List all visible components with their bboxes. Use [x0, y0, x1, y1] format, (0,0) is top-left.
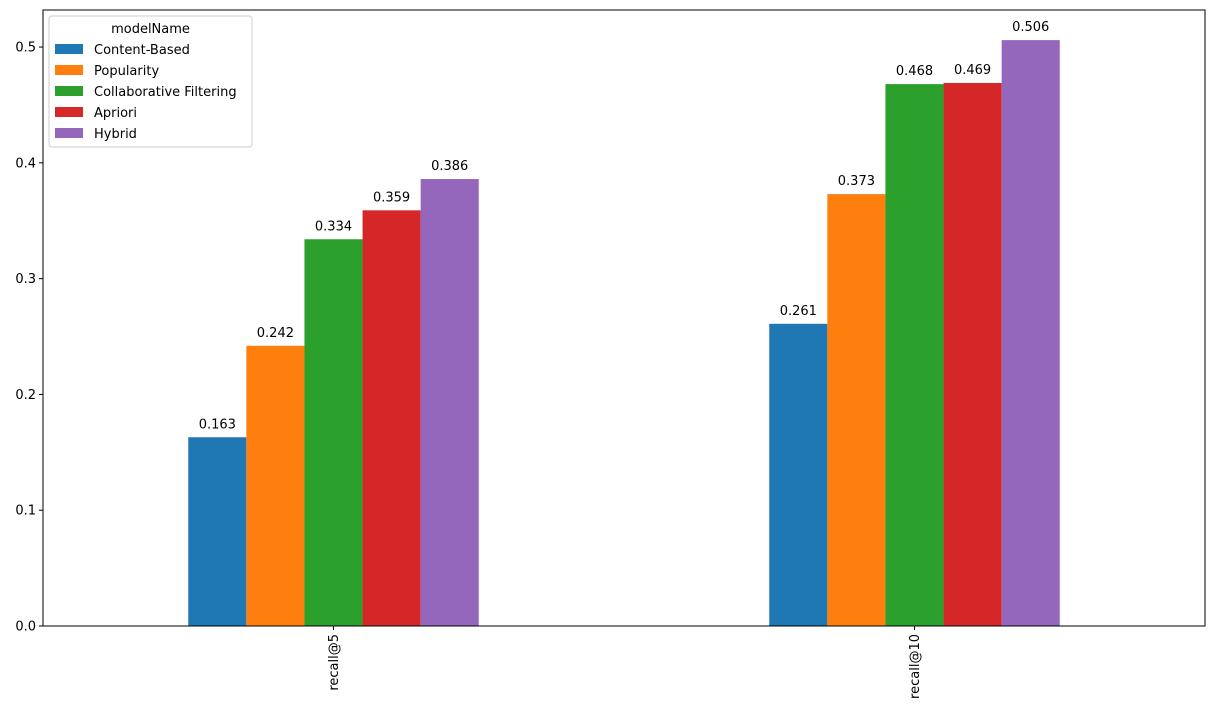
bar-popularity-0 — [246, 345, 305, 626]
plot-frame — [42, 9, 1206, 627]
bar-collaborative-filtering-0 — [304, 239, 363, 626]
bar-value-labels: 0.163 0.261 0.242 0.373 0.334 0.468 0.359 0.469… — [199, 20, 1050, 432]
bar-content-based-0 — [188, 437, 247, 626]
y-tick-label: 0.1 — [15, 504, 36, 519]
bar-value-label: 0.261 — [780, 304, 817, 319]
legend-title: modelName — [111, 22, 190, 37]
bar-apriori-0 — [362, 210, 421, 626]
bar-value-label: 0.359 — [373, 190, 410, 205]
legend-swatch — [55, 65, 83, 75]
y-tick-label: 0.3 — [15, 272, 36, 287]
y-tick-label: 0.5 — [15, 41, 36, 56]
bar-value-label: 0.373 — [838, 174, 875, 189]
bar-collaborative-filtering-1 — [885, 84, 944, 627]
legend: modelName Content-Based Popularity Collabo… — [48, 15, 253, 148]
bars — [188, 40, 1060, 627]
bar-value-label: 0.506 — [1012, 20, 1049, 35]
legend-swatch — [55, 128, 83, 138]
bar-value-label: 0.468 — [896, 64, 933, 79]
x-tick-label: recall@5 — [327, 634, 342, 691]
y-tick-label: 0.0 — [15, 620, 36, 635]
legend-label: Collaborative Filtering — [94, 85, 237, 100]
bar-value-label: 0.334 — [315, 219, 352, 234]
legend-items: Content-Based Popularity Collaborative Fil… — [55, 43, 237, 142]
bar-value-label: 0.386 — [431, 159, 468, 174]
legend-swatch — [55, 44, 83, 54]
bar-popularity-1 — [827, 194, 886, 627]
y-axis: 0.0 0.1 0.2 0.3 0.4 0.5 — [15, 41, 43, 635]
legend-box — [48, 15, 253, 148]
legend-label: Content-Based — [94, 43, 190, 58]
bar-apriori-1 — [943, 82, 1002, 626]
legend-label: Hybrid — [94, 127, 137, 142]
legend-label: Apriori — [94, 106, 137, 121]
x-axis: recall@5 recall@10 — [327, 626, 923, 699]
bar-value-label: 0.469 — [954, 63, 991, 78]
y-tick-label: 0.4 — [15, 156, 36, 171]
bar-content-based-1 — [769, 323, 828, 626]
bar-hybrid-1 — [1001, 40, 1060, 627]
legend-swatch — [55, 86, 83, 96]
legend-swatch — [55, 107, 83, 117]
bar-value-label: 0.242 — [257, 326, 294, 341]
legend-label: Popularity — [94, 64, 159, 79]
x-tick-label: recall@10 — [908, 634, 923, 699]
bar-value-label: 0.163 — [199, 417, 236, 432]
y-tick-label: 0.2 — [15, 388, 36, 403]
bar-hybrid-0 — [420, 179, 479, 627]
